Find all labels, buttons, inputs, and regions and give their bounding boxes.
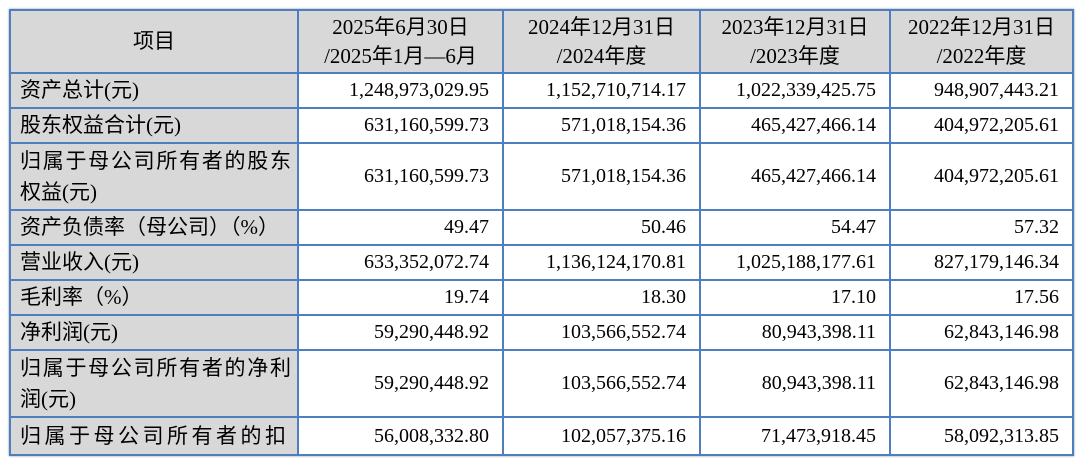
column-header-line2: /2024年度: [556, 43, 647, 68]
table-row: 归属于母公司所有者的股东权益(元) 631,160,599.73 571,018,1…: [9, 142, 1074, 211]
table-row: 净利润(元) 59,290,448.92 103,566,552.74 80,943,…: [9, 314, 1074, 351]
column-header-line1: 2023年12月31日: [721, 14, 869, 39]
table-row: 资产总计(元) 1,248,973,029.95 1,152,710,714.17 1…: [9, 72, 1074, 109]
column-header-line2: /2022年度: [936, 43, 1027, 68]
value-cell: 571,018,154.36: [502, 107, 701, 144]
value-cell: 103,566,552.74: [502, 314, 701, 351]
column-header: 2023年12月31日/2023年度: [699, 9, 891, 74]
header-row: 项目 2025年6月30日/2025年1月—6月 2024年12月31日/2024年…: [9, 9, 1074, 74]
value-cell: 62,843,146.98: [889, 349, 1074, 418]
value-cell: 49.47: [297, 209, 504, 246]
value-cell: 19.74: [297, 279, 504, 316]
value-cell: 58,092,313.85: [889, 416, 1074, 456]
value-cell: 633,352,072.74: [297, 244, 504, 281]
table-row: 归属于母公司所有者的扣 56,008,332.80 102,057,375.16 71…: [9, 416, 1074, 456]
table-row: 股东权益合计(元) 631,160,599.73 571,018,154.36 465…: [9, 107, 1074, 144]
value-cell: 948,907,443.21: [889, 72, 1074, 109]
row-label: 毛利率（%）: [9, 279, 299, 316]
row-label: 归属于母公司所有者的股东权益(元): [9, 142, 299, 211]
value-cell: 18.30: [502, 279, 701, 316]
value-cell: 50.46: [502, 209, 701, 246]
value-cell: 103,566,552.74: [502, 349, 701, 418]
value-cell: 17.56: [889, 279, 1074, 316]
value-cell: 54.47: [699, 209, 891, 246]
row-label: 股东权益合计(元): [9, 107, 299, 144]
column-header-line1: 项目: [133, 29, 175, 53]
table-header: 项目 2025年6月30日/2025年1月—6月 2024年12月31日/2024年…: [9, 9, 1074, 74]
value-cell: 571,018,154.36: [502, 142, 701, 211]
row-label: 归属于母公司所有者的净利润(元): [9, 349, 299, 418]
column-header: 2024年12月31日/2024年度: [502, 9, 701, 74]
value-cell: 80,943,398.11: [699, 349, 891, 418]
value-cell: 404,972,205.61: [889, 107, 1074, 144]
row-label: 归属于母公司所有者的扣: [9, 416, 299, 456]
value-cell: 465,427,466.14: [699, 142, 891, 211]
value-cell: 1,136,124,170.81: [502, 244, 701, 281]
value-cell: 827,179,146.34: [889, 244, 1074, 281]
value-cell: 631,160,599.73: [297, 107, 504, 144]
table-row: 归属于母公司所有者的净利润(元) 59,290,448.92 103,566,552…: [9, 349, 1074, 418]
value-cell: 404,972,205.61: [889, 142, 1074, 211]
column-header-line2: /2025年1月—6月: [324, 43, 477, 68]
table-body: 资产总计(元) 1,248,973,029.95 1,152,710,714.17 1…: [9, 72, 1074, 456]
table-row: 资产负债率（母公司）（%） 49.47 50.46 54.47 57.32: [9, 209, 1074, 246]
column-header: 2025年6月30日/2025年1月—6月: [297, 9, 504, 74]
column-header-line1: 2025年6月30日: [332, 14, 469, 39]
value-cell: 1,248,973,029.95: [297, 72, 504, 109]
table-row: 营业收入(元) 633,352,072.74 1,136,124,170.81 1,0…: [9, 244, 1074, 281]
column-header: 项目: [9, 9, 299, 74]
value-cell: 102,057,375.16: [502, 416, 701, 456]
value-cell: 80,943,398.11: [699, 314, 891, 351]
value-cell: 1,022,339,425.75: [699, 72, 891, 109]
row-label: 资产负债率（母公司）（%）: [9, 209, 299, 246]
value-cell: 631,160,599.73: [297, 142, 504, 211]
row-label: 资产总计(元): [9, 72, 299, 109]
column-header: 2022年12月31日/2022年度: [889, 9, 1074, 74]
value-cell: 1,025,188,177.61: [699, 244, 891, 281]
value-cell: 17.10: [699, 279, 891, 316]
value-cell: 56,008,332.80: [297, 416, 504, 456]
value-cell: 62,843,146.98: [889, 314, 1074, 351]
value-cell: 57.32: [889, 209, 1074, 246]
value-cell: 1,152,710,714.17: [502, 72, 701, 109]
financial-summary-table: 项目 2025年6月30日/2025年1月—6月 2024年12月31日/2024年…: [9, 9, 1074, 456]
column-header-line1: 2024年12月31日: [528, 14, 675, 39]
row-label: 净利润(元): [9, 314, 299, 351]
column-header-line2: /2023年度: [750, 43, 840, 68]
value-cell: 465,427,466.14: [699, 107, 891, 144]
column-header-line1: 2022年12月31日: [908, 14, 1055, 39]
value-cell: 59,290,448.92: [297, 314, 504, 351]
row-label: 营业收入(元): [9, 244, 299, 281]
value-cell: 71,473,918.45: [699, 416, 891, 456]
table-row: 毛利率（%） 19.74 18.30 17.10 17.56: [9, 279, 1074, 316]
value-cell: 59,290,448.92: [297, 349, 504, 418]
